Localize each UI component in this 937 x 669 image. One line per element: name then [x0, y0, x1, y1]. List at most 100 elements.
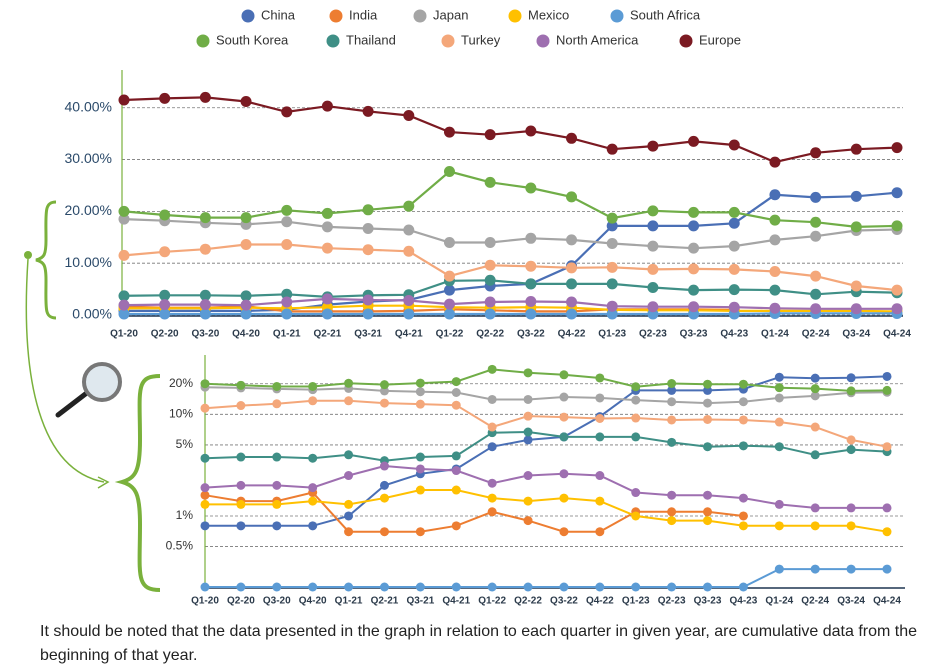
y-tick-label: 0.00%: [72, 306, 112, 322]
data-point: [321, 293, 333, 305]
legend-label: South Korea: [216, 32, 289, 47]
data-point: [344, 471, 354, 481]
legend-marker: [329, 9, 343, 23]
data-point: [379, 461, 389, 471]
x-tick-label: Q1-24: [765, 596, 793, 607]
data-point: [738, 582, 748, 592]
data-point: [308, 396, 318, 406]
data-point: [647, 220, 659, 232]
data-point: [281, 308, 293, 320]
data-point: [118, 290, 130, 302]
series-line: [205, 375, 888, 527]
data-point: [379, 493, 389, 503]
data-point: [559, 493, 569, 503]
data-point: [850, 221, 862, 233]
x-tick-label: Q2-21: [314, 329, 342, 340]
data-point: [667, 437, 677, 447]
x-tick-label: Q2-20: [151, 329, 179, 340]
data-point: [703, 398, 713, 408]
data-point: [606, 278, 618, 290]
data-point: [118, 213, 130, 225]
data-point: [403, 110, 415, 121]
data-point: [451, 485, 461, 495]
data-point: [403, 200, 415, 212]
data-point: [647, 282, 659, 294]
data-point: [810, 450, 820, 460]
data-point: [159, 246, 171, 258]
data-point: [272, 499, 282, 509]
data-point: [891, 303, 903, 315]
data-point: [774, 383, 784, 393]
data-point: [159, 299, 171, 311]
data-point: [703, 582, 713, 592]
data-point: [344, 499, 354, 509]
data-point: [159, 209, 171, 221]
data-point: [850, 143, 862, 155]
legend-label: Thailand: [346, 32, 396, 47]
data-point: [379, 582, 389, 592]
data-point: [487, 478, 497, 488]
data-point: [810, 216, 822, 228]
data-point: [769, 189, 781, 201]
x-tick-label: Q2-24: [802, 329, 830, 340]
data-point: [281, 296, 293, 308]
data-point: [595, 496, 605, 506]
data-point: [200, 379, 210, 389]
x-tick-label: Q2-23: [658, 596, 686, 607]
series-line: [124, 191, 898, 312]
data-point: [810, 384, 820, 394]
series-line: [123, 297, 897, 310]
data-point: [606, 261, 618, 273]
data-point: [403, 308, 415, 320]
data-point: [443, 308, 455, 320]
data-point: [728, 240, 740, 252]
data-point: [240, 299, 252, 311]
series-line: [204, 368, 888, 392]
y-tick-label: 30.00%: [65, 150, 112, 166]
data-point: [415, 399, 425, 409]
data-point: [484, 129, 496, 141]
data-point: [240, 308, 252, 320]
data-point: [882, 385, 892, 395]
data-point: [891, 220, 903, 232]
magnifier-icon: [55, 362, 122, 418]
legend-marker: [536, 34, 550, 48]
data-point: [667, 397, 677, 407]
data-point: [688, 263, 700, 275]
data-point: [415, 527, 425, 537]
series-line: [204, 399, 888, 448]
data-point: [850, 280, 862, 292]
data-point: [523, 427, 533, 437]
data-point: [451, 521, 461, 531]
x-tick-label: Q1-23: [622, 596, 650, 607]
data-point: [199, 91, 211, 103]
data-point: [200, 490, 210, 500]
x-tick-label: Q2-21: [371, 596, 399, 607]
data-point: [523, 516, 533, 526]
data-point: [281, 216, 293, 228]
data-point: [688, 220, 700, 232]
data-point: [810, 521, 820, 531]
data-point: [484, 308, 496, 320]
data-point: [523, 582, 533, 592]
data-point: [487, 582, 497, 592]
x-tick-label: Q2-22: [514, 596, 542, 607]
data-point: [272, 452, 282, 462]
x-tick-label: Q1-21: [273, 329, 301, 340]
data-point: [451, 377, 461, 387]
x-tick-label: Q4-20: [299, 596, 327, 607]
arrow-head: [97, 476, 110, 489]
data-point: [774, 499, 784, 509]
data-point: [525, 260, 537, 272]
x-tick-label: Q3-22: [550, 596, 578, 607]
data-point: [810, 191, 822, 203]
data-point: [451, 451, 461, 461]
x-tick-label: Q4-22: [558, 329, 586, 340]
data-point: [362, 204, 374, 216]
data-point: [667, 516, 677, 526]
data-point: [344, 396, 354, 406]
brace: [35, 200, 57, 320]
data-point: [281, 106, 293, 118]
data-point: [774, 442, 784, 452]
data-point: [738, 415, 748, 425]
